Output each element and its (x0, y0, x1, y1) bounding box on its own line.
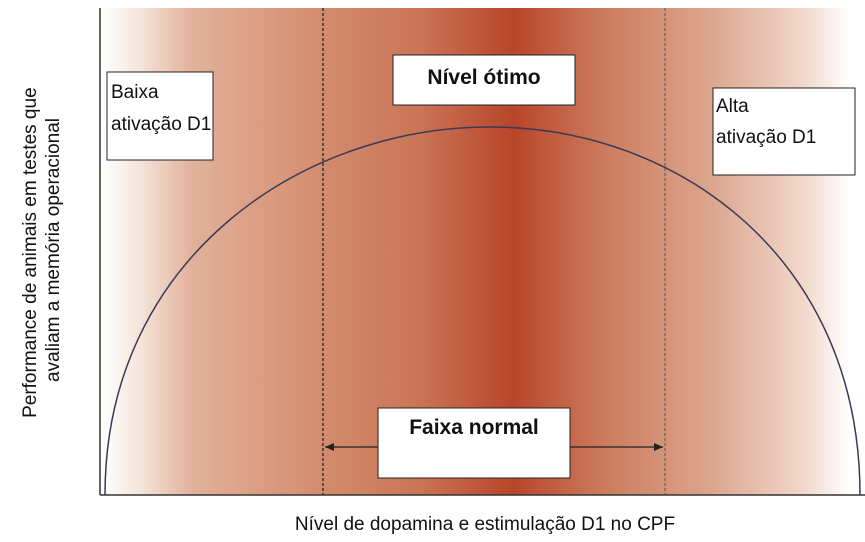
low-label-line: Baixa (111, 82, 159, 103)
label-box (712, 87, 856, 176)
arrow-head (325, 443, 334, 451)
y-axis-label-line: Performance de animais em testes que (20, 87, 41, 418)
low-label: Baixa ativação D1 (111, 82, 211, 135)
high-label: Alta ativação D1 (716, 96, 816, 148)
arrow-head (654, 443, 663, 451)
performance-curve (104, 126, 861, 496)
optimal-label: Nível ótimo (427, 66, 540, 89)
label-box (106, 71, 214, 161)
y-axis-label: Performance de animais em testes que ava… (20, 82, 64, 418)
low-label-line: ativação D1 (111, 114, 211, 135)
label-box (377, 407, 571, 479)
normal-range-label: Faixa normal (409, 416, 539, 439)
high-label-line: ativação D1 (716, 127, 816, 148)
high-label-line: Alta (716, 96, 749, 117)
label-box (392, 54, 576, 106)
x-axis-label: Nível de dopamina e estimulação D1 no CP… (295, 514, 675, 535)
y-axis-label-line: avaliam a memória operacional (43, 118, 64, 382)
